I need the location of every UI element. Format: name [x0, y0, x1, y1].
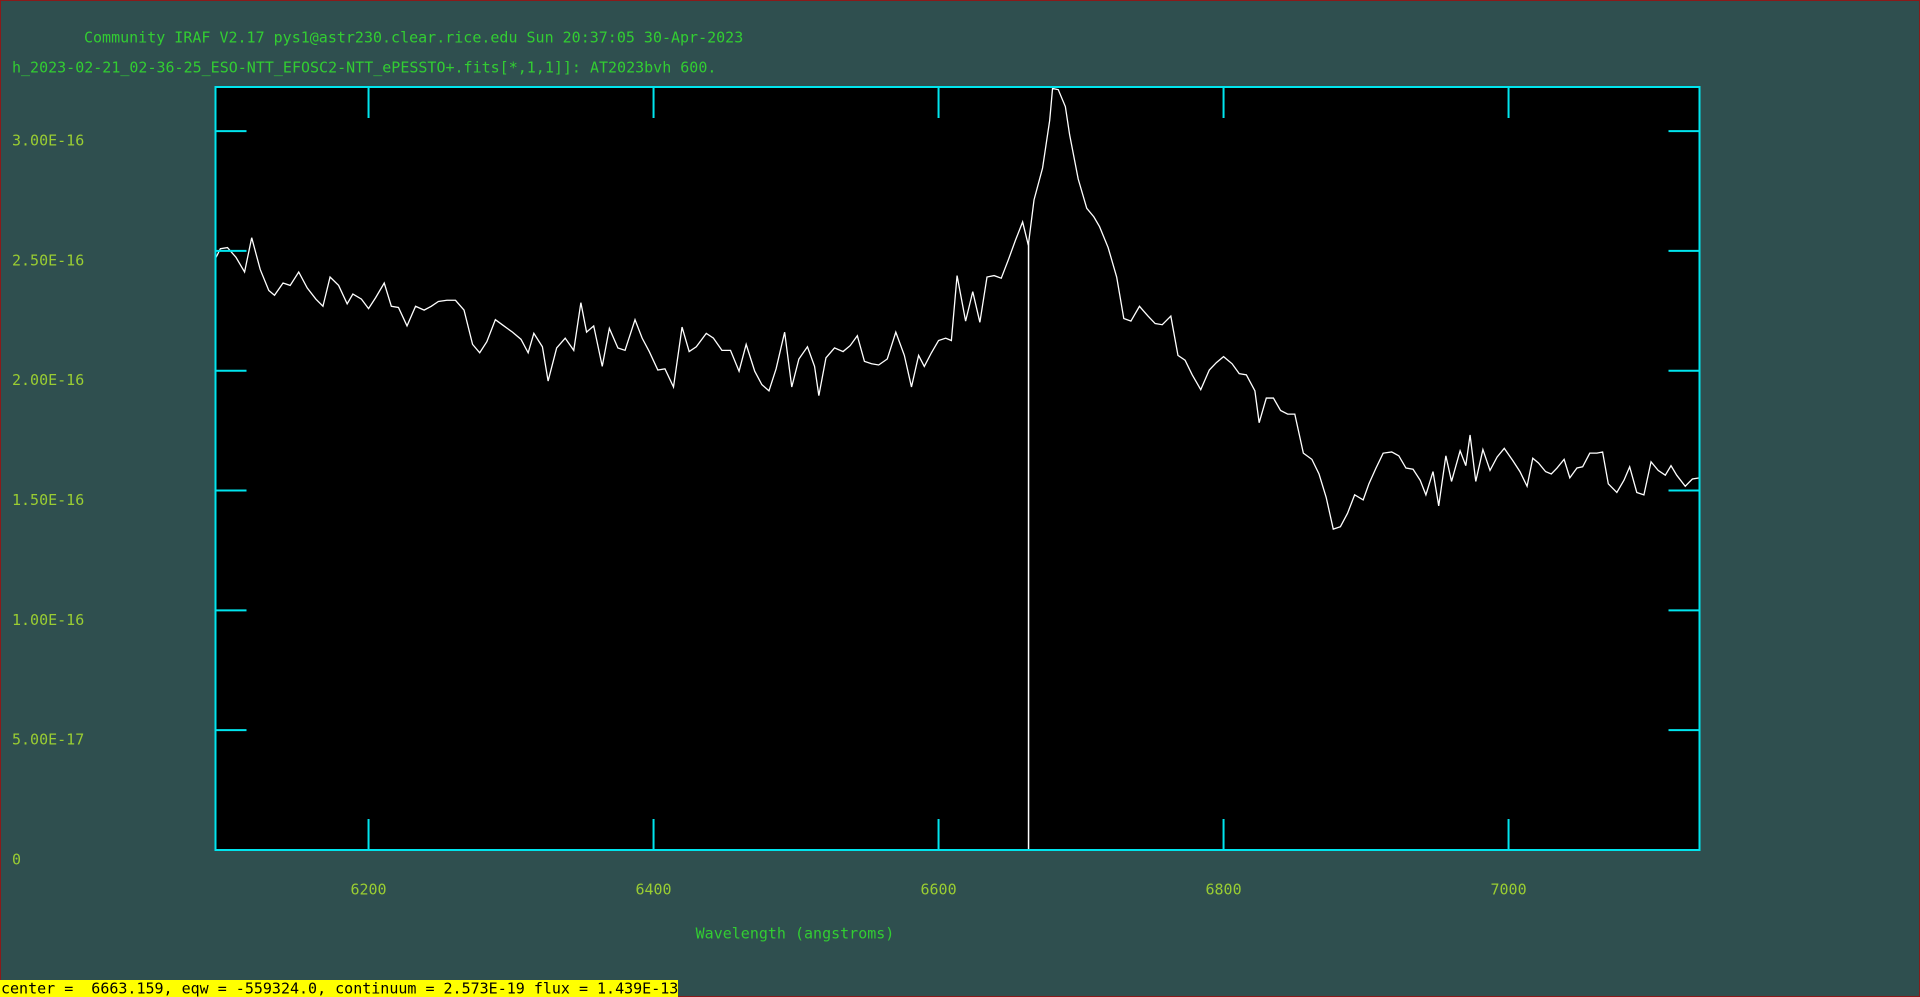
x-tick-label: 7000	[1490, 881, 1526, 899]
y-tick-label: 2.50E-16	[12, 251, 84, 269]
chart-title: Community IRAF V2.17 pys1@astr230.clear.…	[84, 29, 743, 47]
x-tick-label: 6400	[635, 881, 671, 899]
y-tick-label: 3.00E-16	[12, 132, 84, 150]
y-tick-label: 2.00E-16	[12, 371, 84, 389]
plot-area	[215, 87, 1700, 850]
chart-subtitle: h_2023-02-21_02-36-25_ESO-NTT_EFOSC2-NTT…	[12, 59, 716, 77]
y-tick-label: 1.50E-16	[12, 491, 84, 509]
x-tick-label: 6800	[1205, 881, 1241, 899]
x-axis-label: Wavelength (angstroms)	[696, 925, 895, 943]
status-bar	[0, 980, 678, 997]
status-text: center = 6663.159, eqw = -559324.0, cont…	[1, 980, 678, 997]
plot-layer	[215, 87, 1700, 850]
plot-frame	[214, 86, 1701, 851]
y-tick-label: 5.00E-17	[12, 731, 84, 749]
y-tick-label: 0	[12, 851, 21, 869]
x-tick-label: 6600	[920, 881, 956, 899]
spectrum-line	[215, 87, 1700, 530]
x-tick-label: 6200	[350, 881, 386, 899]
y-tick-label: 1.00E-16	[12, 611, 84, 629]
